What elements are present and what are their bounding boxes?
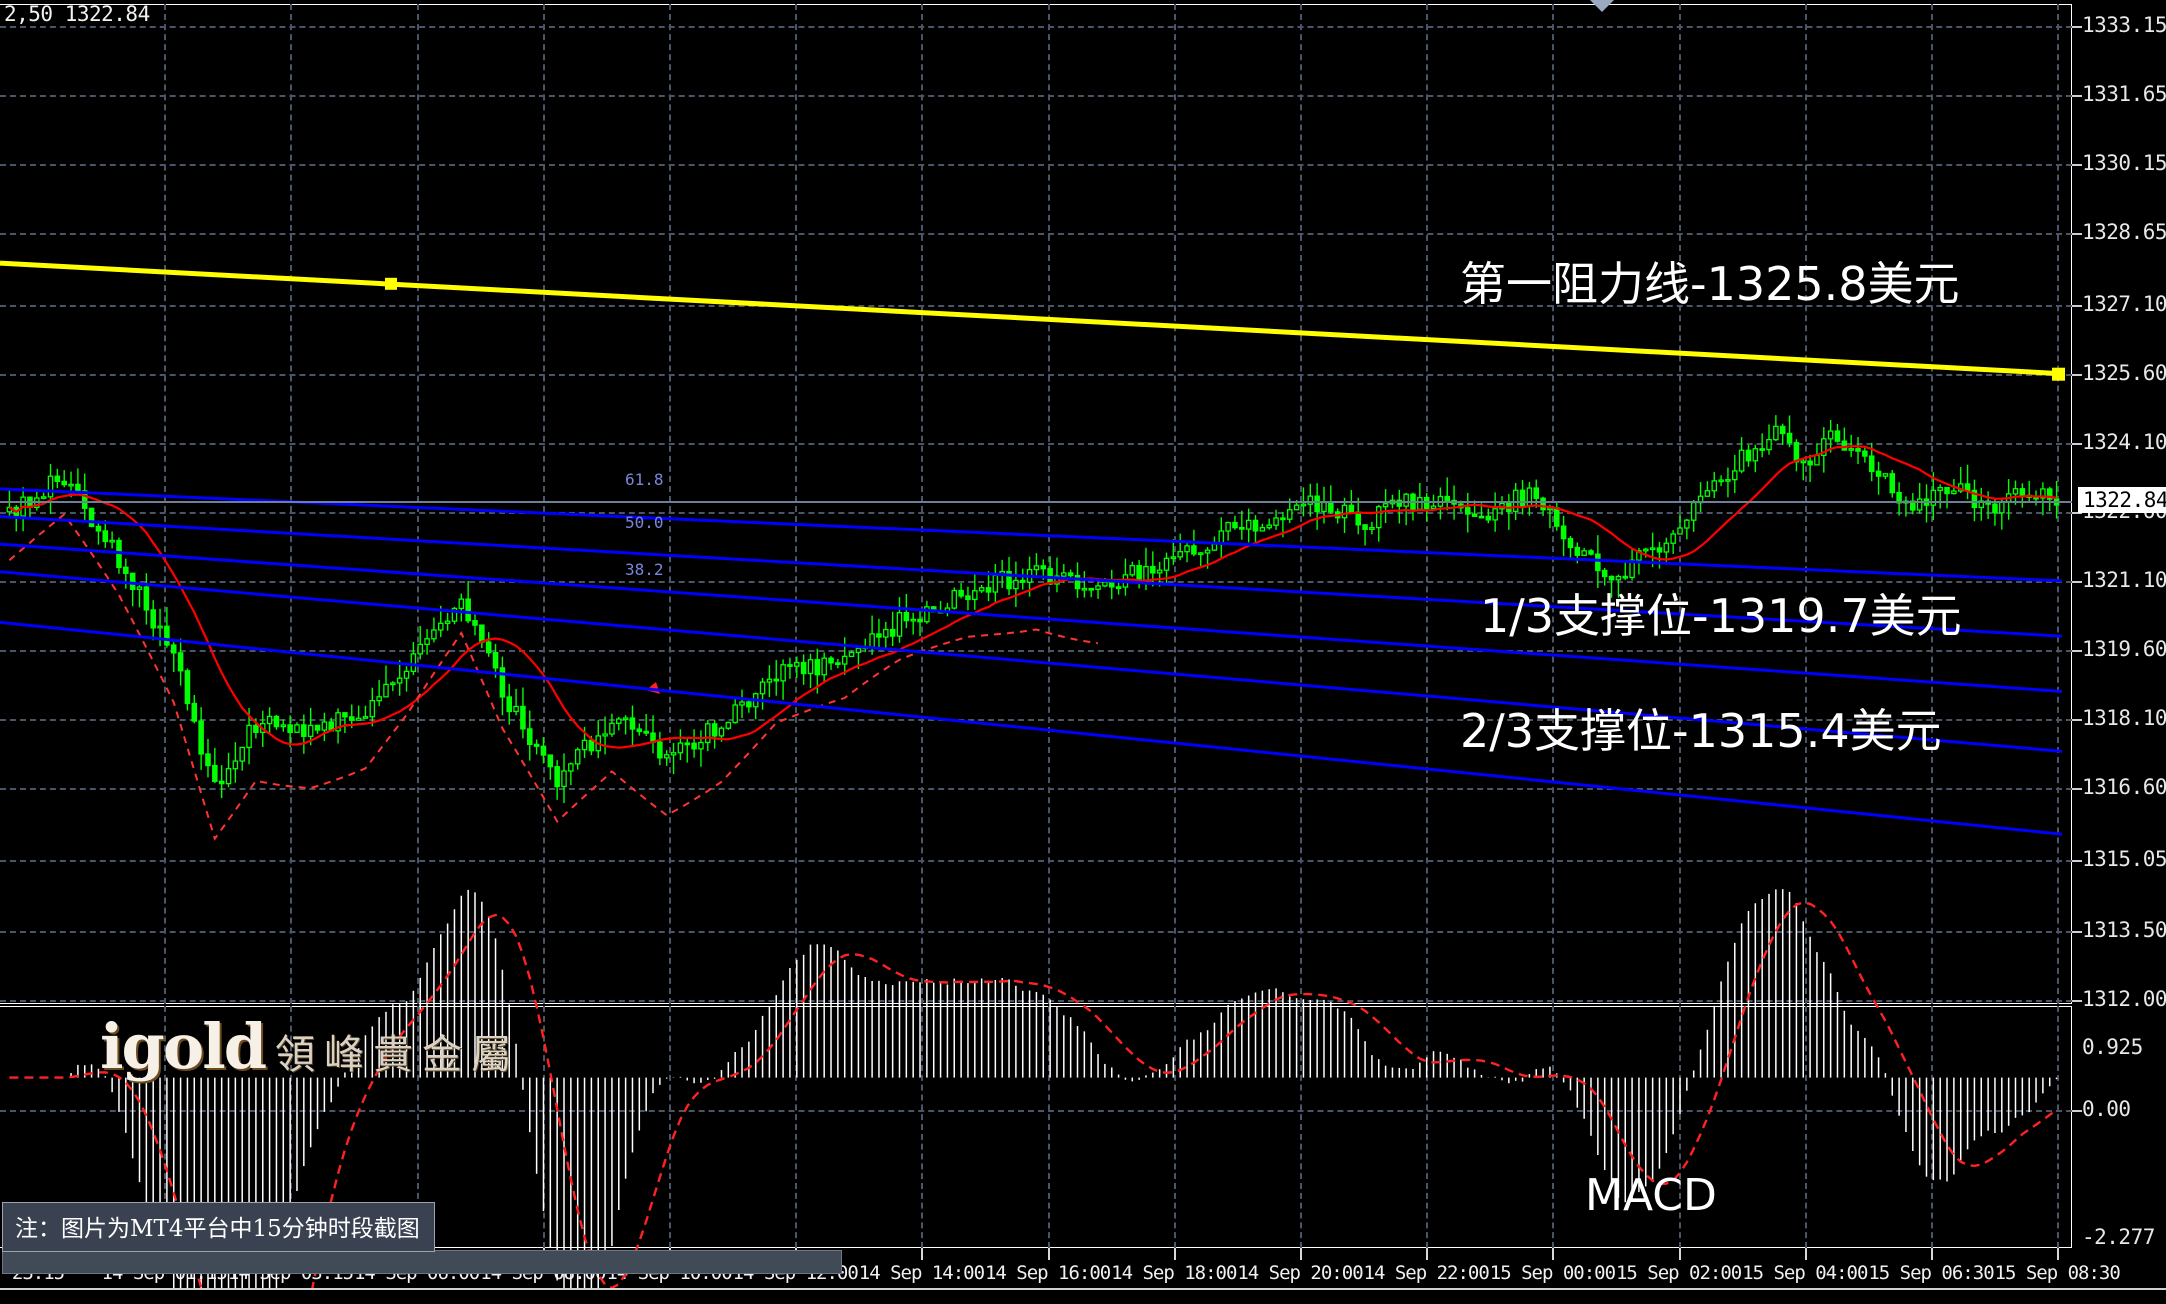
watermark-chinese-text: 領峰貴金屬	[275, 1022, 520, 1080]
macd-panel-label: MACD	[1585, 1170, 1717, 1221]
current-price-tag: 1322.84	[2078, 487, 2166, 513]
fib-label-382: 38.2	[625, 560, 664, 579]
fib-label-500: 50.0	[625, 513, 664, 532]
resistance-end-handle[interactable]	[2052, 368, 2065, 381]
annotation-resistance-line-1: 第一阻力线-1325.8美元	[1460, 248, 1960, 314]
horizontal-scrollbar[interactable]	[2, 1250, 842, 1274]
annotation-support-two-thirds: 2/3支撑位-1315.4美元	[1460, 695, 1942, 761]
sar-dotted-line	[9, 514, 1098, 838]
annotation-support-one-third: 1/3支撑位-1319.7美元	[1480, 580, 1962, 646]
cursor-marker-icon	[1590, 0, 1614, 12]
watermark-english-text: igold	[100, 1010, 265, 1083]
quote-header: 2,50 1322.84	[4, 2, 150, 26]
watermark: igold 領峰貴金屬	[100, 1010, 520, 1083]
resistance-anchor-handle[interactable]	[385, 278, 397, 290]
fib-label-618: 61.8	[625, 470, 664, 489]
note-box: 注：图片为MT4平台中15分钟时段截图	[2, 1202, 435, 1252]
support-trendlines[interactable]	[0, 489, 2062, 834]
current-price-line	[0, 501, 2072, 503]
